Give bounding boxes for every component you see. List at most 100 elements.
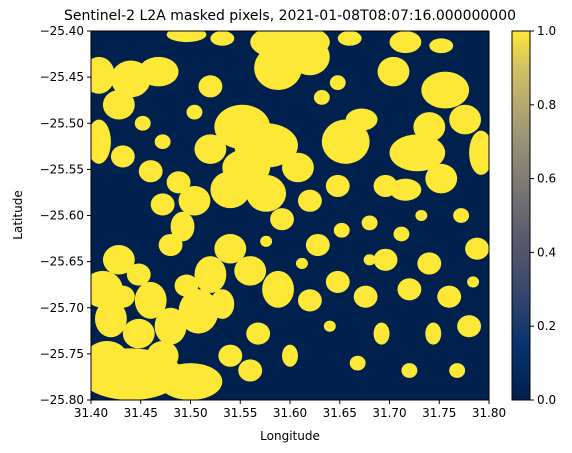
chart-title: Sentinel-2 L2A masked pixels, 2021-01-08… <box>64 8 516 24</box>
y-axis: −25.40 −25.45 −25.50 −25.55 −25.60 −25.65 −25.… <box>40 24 91 407</box>
mask-region <box>210 289 235 319</box>
mask-image <box>91 31 489 400</box>
mask-region <box>389 31 422 54</box>
mask-region <box>297 289 322 312</box>
mask-region <box>94 300 127 338</box>
mask-region <box>134 115 151 131</box>
mask-region <box>457 315 482 338</box>
mask-region <box>345 108 378 131</box>
mask-region <box>323 320 336 332</box>
mask-region <box>134 281 167 319</box>
y-axis-label: Latitude <box>11 190 25 239</box>
mask-region <box>246 322 271 345</box>
colorbar-tick-label: 0.4 <box>537 245 556 259</box>
mask-region <box>234 256 267 286</box>
mask-region <box>102 90 135 120</box>
mask-region <box>158 363 223 400</box>
y-tick-label: −25.70 <box>40 301 84 315</box>
mask-region <box>154 307 187 345</box>
mask-region <box>246 174 287 212</box>
mask-region <box>429 38 454 54</box>
mask-region <box>214 233 247 264</box>
mask-region <box>126 263 151 286</box>
mask-region <box>425 322 442 345</box>
mask-region <box>170 211 195 242</box>
mask-region <box>194 134 227 164</box>
mask-region <box>333 222 350 238</box>
mask-region <box>91 119 111 164</box>
y-tick-label: −25.75 <box>40 347 84 361</box>
colorbar-tick-label: 0.6 <box>537 172 556 186</box>
mask-region <box>210 31 235 46</box>
mask-region <box>363 254 376 266</box>
mask-region <box>393 226 410 242</box>
mask-region <box>166 31 207 43</box>
mask-region <box>413 112 446 142</box>
mask-region <box>91 340 127 371</box>
mask-region <box>282 152 314 183</box>
mask-region <box>305 233 330 257</box>
mask-region <box>110 145 135 168</box>
mask-region <box>138 160 163 183</box>
y-tick-label: −25.50 <box>40 116 84 130</box>
y-tick-label: −25.55 <box>40 162 84 176</box>
mask-region <box>178 185 211 216</box>
x-tick-label: 31.60 <box>273 406 307 420</box>
mask-region <box>417 252 442 275</box>
mask-region <box>260 235 273 247</box>
mask-region <box>465 237 489 260</box>
colorbar-tick-label: 0.8 <box>537 98 556 112</box>
mask-region <box>174 274 199 297</box>
mask-region <box>194 256 227 293</box>
x-tick-label: 31.50 <box>173 406 207 420</box>
mask-region <box>421 71 470 109</box>
mask-region <box>401 363 418 378</box>
mask-region <box>166 171 191 194</box>
mask-region <box>146 340 179 371</box>
x-tick-label: 31.75 <box>422 406 456 420</box>
colorbar-gradient <box>511 30 531 401</box>
mask-region <box>437 285 462 308</box>
y-tick-label: −25.45 <box>40 70 84 84</box>
x-axis-label: Longitude <box>260 429 320 443</box>
mask-region <box>397 278 422 301</box>
mask-region <box>469 130 489 175</box>
x-tick-label: 31.70 <box>372 406 406 420</box>
mask-region <box>91 56 115 94</box>
mask-region <box>389 178 422 201</box>
mask-region <box>138 56 179 87</box>
mask-region <box>373 174 398 198</box>
mask-region <box>329 75 346 91</box>
mask-region <box>377 56 410 87</box>
y-tick-label: −25.65 <box>40 255 84 269</box>
mask-region <box>178 289 219 334</box>
mask-region <box>158 233 183 257</box>
mask-region <box>361 215 378 231</box>
mask-region <box>238 359 263 382</box>
mask-region <box>218 344 243 367</box>
mask-region <box>321 119 370 164</box>
colorbar-tick-label: 1.0 <box>537 24 556 38</box>
mask-region <box>122 318 155 349</box>
mask-region <box>373 322 390 345</box>
mask-region <box>325 270 350 293</box>
mask-region <box>186 104 203 120</box>
mask-region <box>282 344 298 367</box>
mask-region <box>313 90 330 105</box>
mask-region <box>102 245 135 275</box>
x-tick-label: 31.45 <box>124 406 158 420</box>
mask-blobs <box>91 31 489 400</box>
mask-region <box>449 363 466 378</box>
mask-region <box>425 163 458 194</box>
x-tick-label: 31.55 <box>223 406 257 420</box>
mask-region <box>337 31 362 46</box>
x-axis: 31.40 31.45 31.50 31.55 31.60 31.65 31.70 31.75… <box>74 400 506 420</box>
mask-region <box>210 171 251 209</box>
mask-region <box>110 285 135 308</box>
mask-region <box>373 248 398 271</box>
x-tick-label: 31.40 <box>74 406 108 420</box>
mask-region <box>154 134 171 150</box>
mask-region <box>467 276 480 288</box>
mask-region <box>198 75 223 98</box>
